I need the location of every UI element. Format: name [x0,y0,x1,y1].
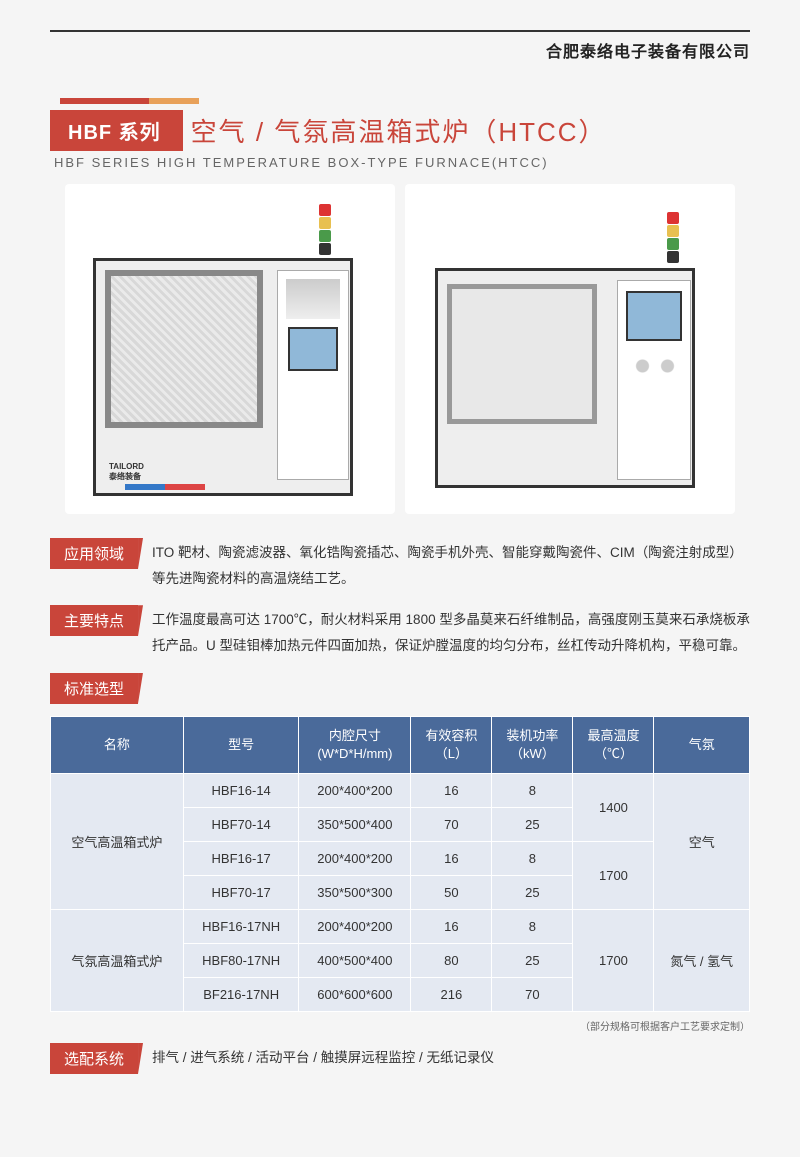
product-image-right [405,184,735,514]
cell: 25 [492,943,573,977]
series-badge: HBF 系列 [50,110,179,151]
cell: 80 [411,943,492,977]
page-header: 合肥泰络电子装备有限公司 [50,30,750,62]
section-text-application: ITO 靶材、陶瓷滤波器、氧化锆陶瓷插芯、陶瓷手机外壳、智能穿戴陶瓷件、CIM（… [152,538,750,591]
section-standard: 标准选型 [50,673,750,704]
section-label-application: 应用领域 [50,538,138,569]
section-application: 应用领域 ITO 靶材、陶瓷滤波器、氧化锆陶瓷插芯、陶瓷手机外壳、智能穿戴陶瓷件… [50,538,750,591]
cell: 200*400*200 [299,841,411,875]
cell: 8 [492,841,573,875]
title-accent-bar [60,98,750,104]
section-label-features: 主要特点 [50,605,138,636]
cell: 8 [492,909,573,943]
cell: 氮气 / 氢气 [654,909,750,1011]
th-volume: 有效容积 （L） [411,716,492,773]
cell: 16 [411,841,492,875]
cell: 25 [492,807,573,841]
table-footnote: （部分规格可根据客户工艺要求定制） [50,1018,750,1033]
cell: 400*500*400 [299,943,411,977]
subtitle-en: HBF SERIES HIGH TEMPERATURE BOX-TYPE FUR… [54,155,750,170]
cell: BF216-17NH [183,977,299,1011]
section-label-options: 选配系统 [50,1043,138,1074]
table-row: 气氛高温箱式炉 HBF16-17NH 200*400*200 16 8 1700… [51,909,750,943]
th-cavity: 内腔尺寸 (W*D*H/mm) [299,716,411,773]
title-row: HBF 系列 空气 / 气氛高温箱式炉（HTCC） [50,110,750,151]
th-name: 名称 [51,716,184,773]
table-header-row: 名称 型号 内腔尺寸 (W*D*H/mm) 有效容积 （L） 装机功率 （kW）… [51,716,750,773]
cell: 70 [411,807,492,841]
cell-group2-name: 气氛高温箱式炉 [51,909,184,1011]
cell: 70 [492,977,573,1011]
cell: 1400 [573,773,654,841]
main-title: 空气 / 气氛高温箱式炉（HTCC） [191,112,607,149]
cell: HBF16-17NH [183,909,299,943]
cell: 8 [492,773,573,807]
th-power: 装机功率 （kW） [492,716,573,773]
cell: 25 [492,875,573,909]
cell: HBF70-17 [183,875,299,909]
spec-table: 名称 型号 内腔尺寸 (W*D*H/mm) 有效容积 （L） 装机功率 （kW）… [50,716,750,1012]
th-temp: 最高温度 （℃） [573,716,654,773]
table-row: 空气高温箱式炉 HBF16-14 200*400*200 16 8 1400 空… [51,773,750,807]
cell: HBF16-14 [183,773,299,807]
product-images-row: TAILORD泰络装备 [50,184,750,514]
cell: 1700 [573,841,654,909]
brand-logo: TAILORD泰络装备 [109,462,144,482]
section-text-options: 排气 / 进气系统 / 活动平台 / 触摸屏远程监控 / 无纸记录仪 [152,1043,494,1071]
company-name: 合肥泰络电子装备有限公司 [50,38,750,62]
product-image-left: TAILORD泰络装备 [65,184,395,514]
th-atmos: 气氛 [654,716,750,773]
cell: 1700 [573,909,654,1011]
series-badge-text: HBF 系列 [50,110,179,151]
cell: HBF16-17 [183,841,299,875]
cell: 600*600*600 [299,977,411,1011]
section-features: 主要特点 工作温度最高可达 1700℃，耐火材料采用 1800 型多晶莫来石纤维… [50,605,750,658]
cell: 216 [411,977,492,1011]
cell: HBF80-17NH [183,943,299,977]
section-label-standard: 标准选型 [50,673,138,704]
cell: 16 [411,773,492,807]
section-text-features: 工作温度最高可达 1700℃，耐火材料采用 1800 型多晶莫来石纤维制品，高强… [152,605,750,658]
cell-group1-name: 空气高温箱式炉 [51,773,184,909]
th-model: 型号 [183,716,299,773]
section-options: 选配系统 排气 / 进气系统 / 活动平台 / 触摸屏远程监控 / 无纸记录仪 [50,1043,750,1074]
cell: 200*400*200 [299,773,411,807]
cell: 350*500*300 [299,875,411,909]
cell: HBF70-14 [183,807,299,841]
cell: 空气 [654,773,750,909]
cell: 350*500*400 [299,807,411,841]
cell: 200*400*200 [299,909,411,943]
cell: 16 [411,909,492,943]
cell: 50 [411,875,492,909]
